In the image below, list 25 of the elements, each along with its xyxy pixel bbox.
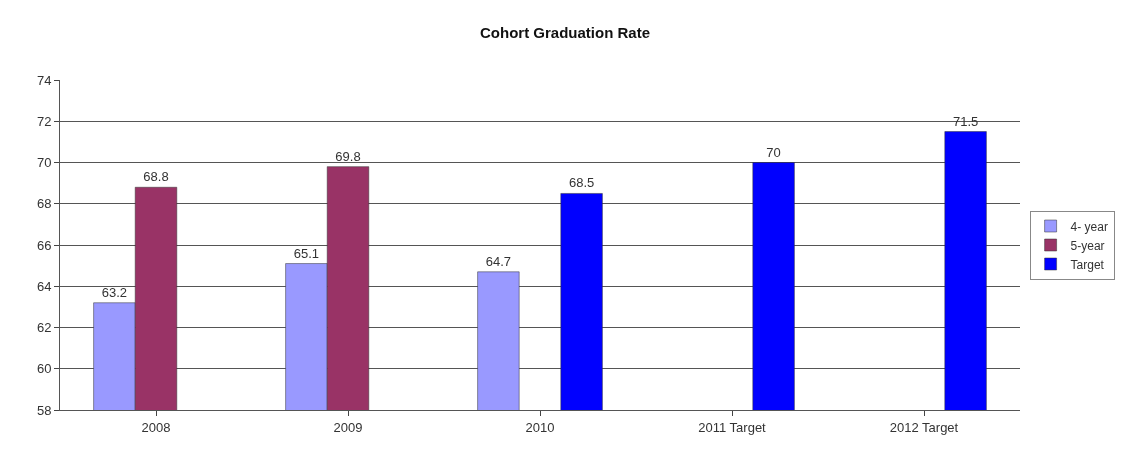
y-tick-label: 72 bbox=[36, 113, 52, 129]
data-label: 70 bbox=[766, 144, 781, 160]
y-tick-label: 68 bbox=[36, 196, 52, 212]
y-tick-label: 58 bbox=[36, 402, 52, 418]
legend-label: 4- year bbox=[1070, 219, 1108, 234]
y-tick-label: 60 bbox=[36, 361, 52, 377]
x-tick-label: 2010 bbox=[525, 419, 555, 435]
x-tick-label: 2009 bbox=[333, 419, 363, 435]
y-tick-label: 66 bbox=[36, 237, 52, 253]
y-tick-label: 62 bbox=[36, 320, 52, 336]
y-tick-label: 74 bbox=[36, 72, 52, 88]
x-tick-label: 2012 Target bbox=[889, 419, 959, 435]
legend-label: Target bbox=[1070, 257, 1105, 272]
y-tick-label: 64 bbox=[36, 278, 52, 294]
chart-title: Cohort Graduation Rate bbox=[479, 24, 651, 42]
legend-label: 5-year bbox=[1070, 238, 1105, 253]
x-tick-label: 2011 Target bbox=[698, 419, 767, 435]
data-label: 68.5 bbox=[568, 175, 595, 191]
y-tick-label: 70 bbox=[36, 155, 52, 171]
data-label: 65.1 bbox=[293, 245, 320, 261]
data-label: 69.8 bbox=[335, 148, 361, 164]
data-label: 63.2 bbox=[101, 284, 128, 300]
data-label: 68.8 bbox=[143, 169, 169, 185]
x-tick-label: 2008 bbox=[141, 419, 171, 435]
data-label: 64.7 bbox=[485, 253, 512, 269]
